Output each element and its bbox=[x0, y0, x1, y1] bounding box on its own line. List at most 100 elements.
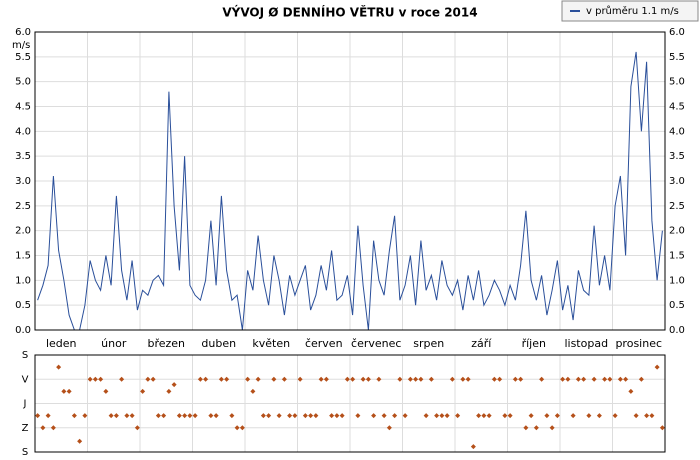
direction-dot bbox=[628, 388, 634, 394]
direction-dot bbox=[98, 376, 104, 382]
x-tick-label: červenec bbox=[351, 337, 401, 350]
series-line bbox=[37, 51, 663, 331]
direction-dot bbox=[355, 413, 361, 419]
y2-tick-label: 1.5 bbox=[669, 251, 685, 262]
direction-dot bbox=[192, 413, 198, 419]
direction-dot bbox=[350, 376, 356, 382]
direction-dot bbox=[360, 376, 366, 382]
direction-dot bbox=[161, 413, 167, 419]
y-tick-label: 3.5 bbox=[15, 151, 31, 162]
direction-dot bbox=[344, 376, 350, 382]
x-tick-label: říjen bbox=[522, 337, 546, 350]
direction-dot bbox=[155, 413, 161, 419]
direction-dot bbox=[586, 413, 592, 419]
direction-dot bbox=[45, 413, 51, 419]
direction-dot bbox=[439, 413, 445, 419]
plot-frame bbox=[34, 354, 666, 453]
direction-dot bbox=[491, 376, 497, 382]
direction-dot bbox=[250, 388, 256, 394]
direction-dot bbox=[423, 413, 429, 419]
y-tick-label: 0.5 bbox=[15, 300, 31, 311]
direction-dot bbox=[224, 376, 230, 382]
direction-dot bbox=[113, 413, 119, 419]
direction-dot bbox=[386, 425, 392, 431]
direction-dot bbox=[208, 413, 214, 419]
y2-tick-label: 5.0 bbox=[669, 77, 685, 88]
y2-tick-label: 5.5 bbox=[669, 52, 685, 63]
legend-label: v průměru 1.1 m/s bbox=[586, 5, 679, 17]
x-tick-label: září bbox=[471, 337, 492, 350]
direction-dot bbox=[287, 413, 293, 419]
direction-dot bbox=[376, 376, 382, 382]
direction-dot bbox=[402, 413, 408, 419]
direction-dot bbox=[302, 413, 308, 419]
direction-dot bbox=[77, 438, 83, 444]
direction-dot bbox=[418, 376, 424, 382]
direction-dot bbox=[339, 413, 345, 419]
direction-dot bbox=[371, 413, 377, 419]
y2-tick-label: 2.5 bbox=[669, 201, 685, 212]
direction-dot bbox=[470, 444, 476, 450]
direction-dot bbox=[507, 413, 513, 419]
direction-dot bbox=[444, 413, 450, 419]
direction-dot bbox=[266, 413, 272, 419]
y2-tick-label: 4.0 bbox=[669, 126, 685, 137]
direction-dot bbox=[313, 413, 319, 419]
y-tick-label: S bbox=[22, 350, 28, 361]
direction-dot bbox=[229, 413, 235, 419]
y2-tick-label: 4.5 bbox=[669, 102, 685, 113]
direction-dot bbox=[623, 376, 629, 382]
direction-dot bbox=[434, 413, 440, 419]
y-tick-label: 4.0 bbox=[15, 126, 31, 137]
x-tick-label: červen bbox=[305, 337, 343, 350]
direction-dot bbox=[124, 413, 130, 419]
direction-dot bbox=[35, 413, 41, 419]
y-tick-label: 2.0 bbox=[15, 226, 31, 237]
direction-dot bbox=[56, 364, 62, 370]
x-tick-label: prosinec bbox=[615, 337, 662, 350]
direction-dot bbox=[213, 413, 219, 419]
direction-dot bbox=[276, 413, 282, 419]
direction-dot bbox=[308, 413, 314, 419]
chart-title: VÝVOJ Ø DENNÍHO VĚTRU v roce 2014 bbox=[222, 5, 477, 20]
direction-dot bbox=[187, 413, 193, 419]
x-tick-label: listopad bbox=[564, 337, 608, 350]
direction-dot bbox=[638, 376, 644, 382]
y-tick-label: 4.5 bbox=[15, 102, 31, 113]
direction-dot bbox=[197, 376, 203, 382]
direction-dot bbox=[449, 376, 455, 382]
direction-dot bbox=[61, 388, 67, 394]
direction-dot bbox=[539, 376, 545, 382]
direction-dot bbox=[560, 376, 566, 382]
y-tick-label: V bbox=[22, 374, 29, 385]
direction-dot bbox=[292, 413, 298, 419]
direction-dot bbox=[260, 413, 266, 419]
direction-dot bbox=[518, 376, 524, 382]
direction-dot bbox=[318, 376, 324, 382]
direction-dot bbox=[334, 413, 340, 419]
direction-dot bbox=[218, 376, 224, 382]
direction-dot bbox=[323, 376, 329, 382]
direction-dot bbox=[481, 413, 487, 419]
direction-dot bbox=[460, 376, 466, 382]
direction-dot bbox=[203, 376, 209, 382]
x-tick-label: duben bbox=[201, 337, 236, 350]
direction-dot bbox=[644, 413, 650, 419]
direction-dot bbox=[255, 376, 261, 382]
direction-dot bbox=[407, 376, 413, 382]
direction-dot bbox=[71, 413, 77, 419]
direction-dot bbox=[633, 413, 639, 419]
direction-dot bbox=[596, 413, 602, 419]
y-tick-label: 1.5 bbox=[15, 251, 31, 262]
y-tick-label: 5.0 bbox=[15, 77, 31, 88]
y-tick-label: 5.5 bbox=[15, 52, 31, 63]
direction-dot bbox=[234, 425, 240, 431]
y2-tick-label: 0.5 bbox=[669, 300, 685, 311]
x-tick-label: květen bbox=[252, 337, 290, 350]
legend-box bbox=[561, 0, 699, 22]
direction-dot bbox=[281, 376, 287, 382]
direction-dot bbox=[570, 413, 576, 419]
direction-dot bbox=[329, 413, 335, 419]
direction-dot bbox=[575, 376, 581, 382]
y2-tick-label: 6.0 bbox=[669, 27, 685, 38]
